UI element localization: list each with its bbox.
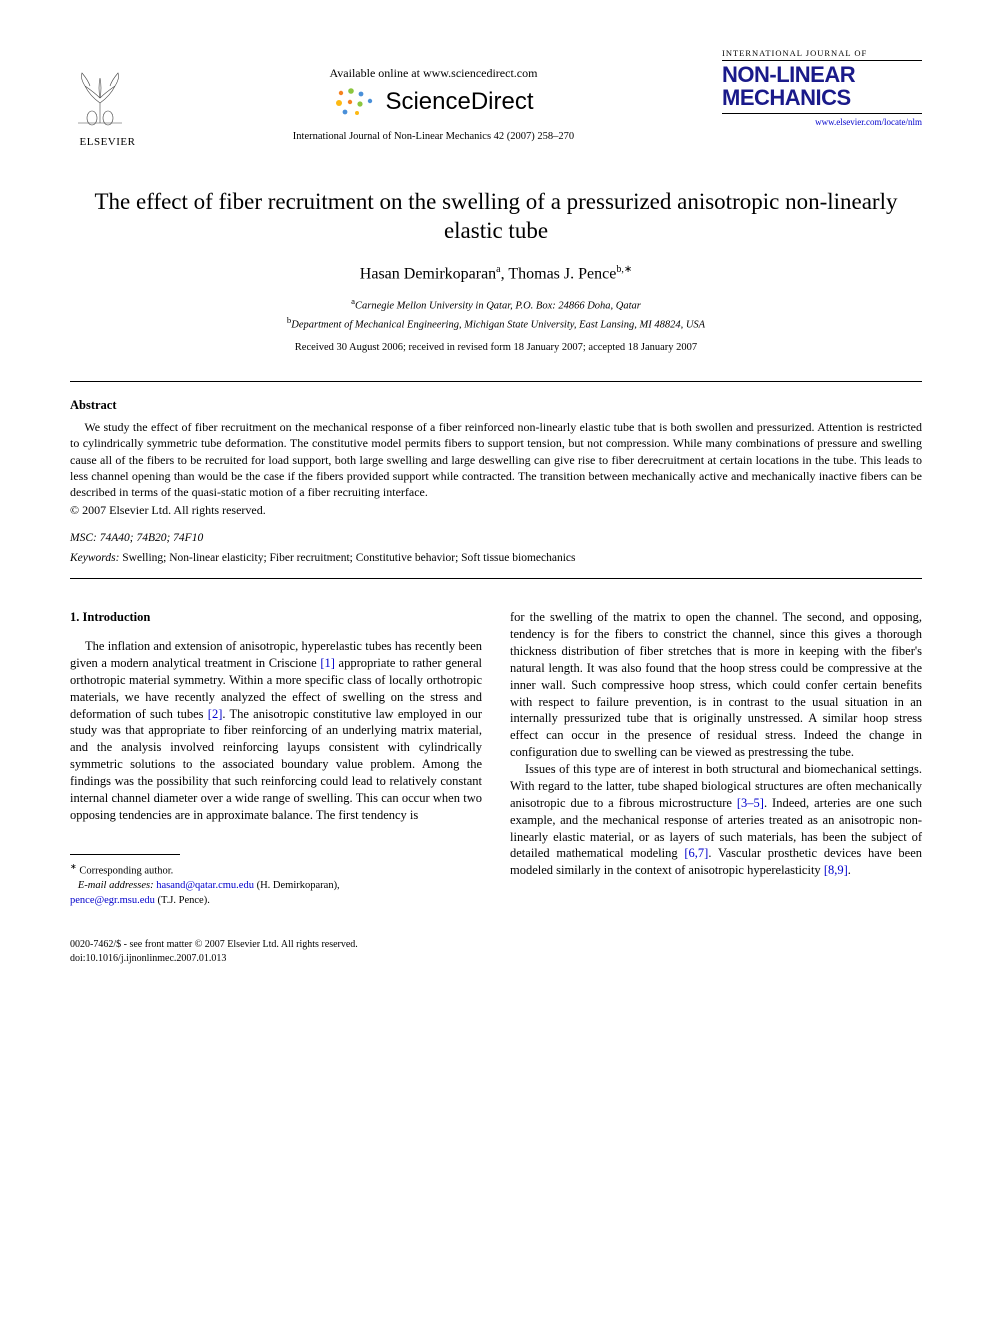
msc-label: MSC: xyxy=(70,532,97,544)
email-2-paren: (T.J. Pence). xyxy=(155,895,210,906)
abstract-heading: Abstract xyxy=(70,398,922,413)
email-label: E-mail addresses: xyxy=(78,880,154,891)
author-2: Thomas J. Pence xyxy=(508,265,616,282)
footnote-separator xyxy=(70,854,180,855)
corr-marker: ∗ xyxy=(70,862,77,871)
front-matter: 0020-7462/$ - see front matter © 2007 El… xyxy=(70,938,922,952)
header-row: ELSEVIER Available online at www.science… xyxy=(70,48,922,148)
center-header: Available online at www.sciencedirect.co… xyxy=(145,48,722,142)
journal-title-line1: NON-LINEAR xyxy=(722,62,855,87)
ref-6-7[interactable]: [6,7] xyxy=(684,846,708,860)
author-2-sup: b,∗ xyxy=(616,264,632,275)
keywords-label: Keywords: xyxy=(70,552,119,564)
sciencedirect-logo: ScienceDirect xyxy=(145,87,722,117)
col1-para-1: The inflation and extension of anisotrop… xyxy=(70,638,482,824)
keywords-line: Keywords: Swelling; Non-linear elasticit… xyxy=(70,552,922,564)
journal-logo-top: INTERNATIONAL JOURNAL OF xyxy=(722,48,922,61)
msc-line: MSC: 74A40; 74B20; 74F10 xyxy=(70,532,922,544)
section-1-heading: 1. Introduction xyxy=(70,609,482,626)
email-1-paren: (H. Demirkoparan), xyxy=(254,880,340,891)
email-2[interactable]: pence@egr.msu.edu xyxy=(70,895,155,906)
journal-logo-block: INTERNATIONAL JOURNAL OF NON-LINEAR MECH… xyxy=(722,48,922,127)
journal-link[interactable]: www.elsevier.com/locate/nlm xyxy=(722,117,922,127)
corresponding-author-block: ∗ Corresponding author. E-mail addresses… xyxy=(70,861,482,909)
sciencedirect-text: ScienceDirect xyxy=(385,88,533,116)
abstract-section: Abstract We study the effect of fiber re… xyxy=(70,398,922,518)
author-1-sup: a xyxy=(496,264,500,275)
bottom-info: 0020-7462/$ - see front matter © 2007 El… xyxy=(70,938,922,965)
abstract-text: We study the effect of fiber recruitment… xyxy=(70,419,922,500)
sciencedirect-dots-icon xyxy=(333,87,377,117)
elsevier-label: ELSEVIER xyxy=(70,136,145,148)
available-online-text: Available online at www.sciencedirect.co… xyxy=(145,66,722,81)
journal-logo-title: NON-LINEAR MECHANICS xyxy=(722,63,922,114)
ref-3-5[interactable]: [3–5] xyxy=(737,796,764,810)
col1-p1c: . The anisotropic constitutive law emplo… xyxy=(70,707,482,822)
corr-text: Corresponding author. xyxy=(77,865,174,876)
column-left: 1. Introduction The inflation and extens… xyxy=(70,609,482,908)
journal-title-line2: MECHANICS xyxy=(722,85,851,110)
email-line: E-mail addresses: hasand@qatar.cmu.edu (… xyxy=(70,879,482,894)
affiliations: aCarnegie Mellon University in Qatar, P.… xyxy=(70,295,922,332)
article-dates: Received 30 August 2006; received in rev… xyxy=(70,342,922,353)
affil-b: Department of Mechanical Engineering, Mi… xyxy=(291,319,705,330)
abstract-copyright: © 2007 Elsevier Ltd. All rights reserved… xyxy=(70,503,922,518)
email-1[interactable]: hasand@qatar.cmu.edu xyxy=(156,880,254,891)
ref-1[interactable]: [1] xyxy=(320,656,335,670)
column-right: for the swelling of the matrix to open t… xyxy=(510,609,922,908)
elsevier-tree-icon xyxy=(70,68,130,128)
doi-line: doi:10.1016/j.ijnonlinmec.2007.01.013 xyxy=(70,952,922,966)
corr-line: ∗ Corresponding author. xyxy=(70,861,482,879)
keywords-text: Swelling; Non-linear elasticity; Fiber r… xyxy=(122,552,575,564)
author-1: Hasan Demirkoparan xyxy=(360,265,496,282)
msc-codes: 74A40; 74B20; 74F10 xyxy=(100,532,203,544)
affil-a: Carnegie Mellon University in Qatar, P.O… xyxy=(355,300,641,311)
col2-p2d: . xyxy=(848,863,851,877)
authors-line: Hasan Demirkoparana, Thomas J. Penceb,∗ xyxy=(70,264,922,283)
rule-top xyxy=(70,381,922,382)
col2-para-1: for the swelling of the matrix to open t… xyxy=(510,609,922,761)
journal-reference: International Journal of Non-Linear Mech… xyxy=(145,131,722,142)
ref-8-9[interactable]: [8,9] xyxy=(824,863,848,877)
elsevier-logo: ELSEVIER xyxy=(70,48,145,148)
rule-bottom xyxy=(70,578,922,579)
ref-2[interactable]: [2] xyxy=(208,707,223,721)
col2-para-2: Issues of this type are of interest in b… xyxy=(510,761,922,879)
email-line-2: pence@egr.msu.edu (T.J. Pence). xyxy=(70,894,482,909)
body-columns: 1. Introduction The inflation and extens… xyxy=(70,609,922,908)
article-title: The effect of fiber recruitment on the s… xyxy=(70,188,922,246)
